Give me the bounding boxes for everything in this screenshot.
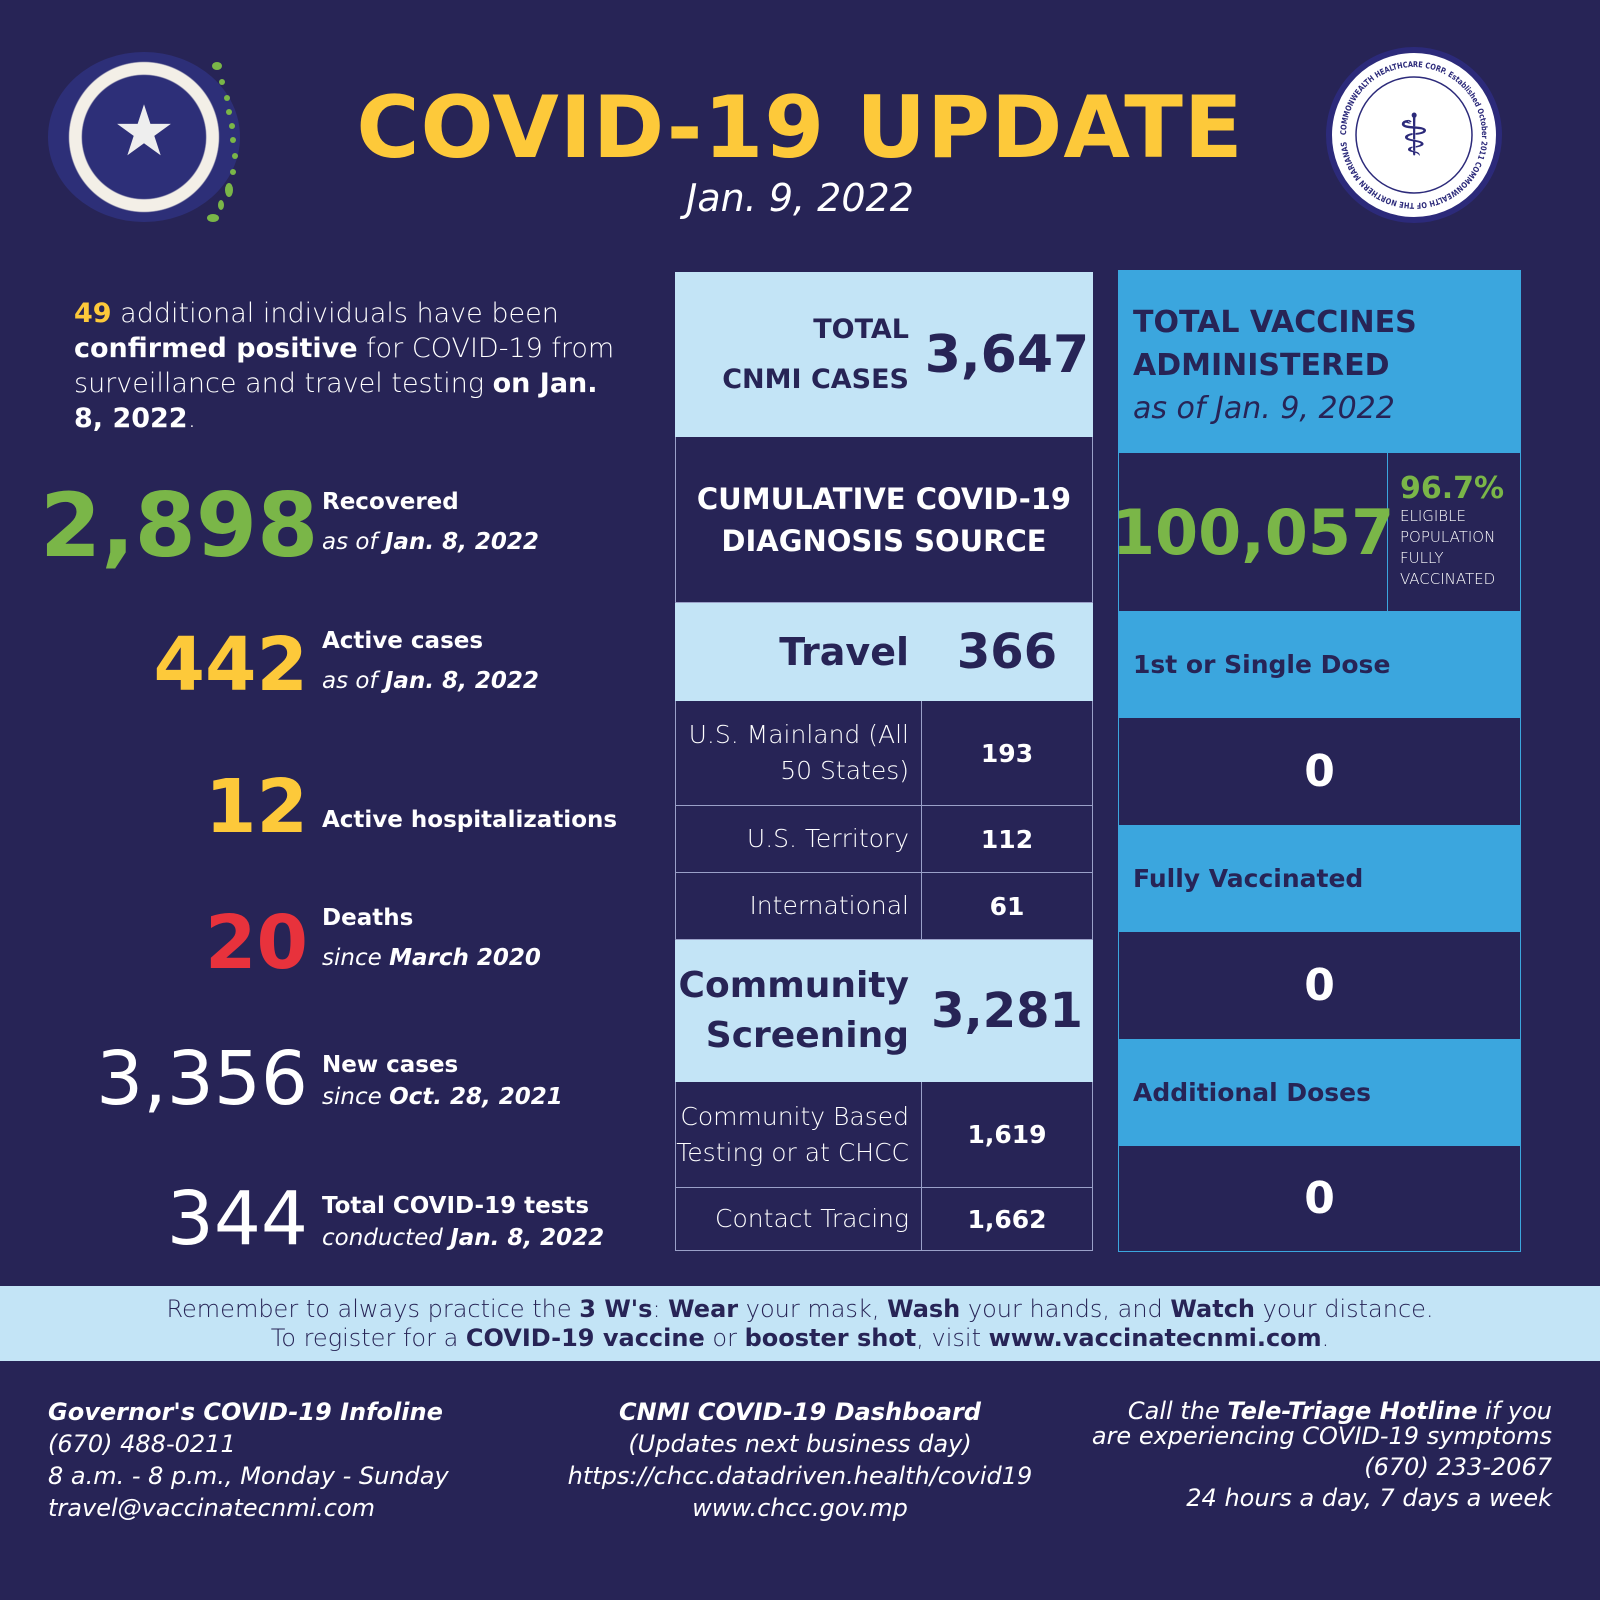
recovered-value: 2,898: [40, 474, 319, 577]
chcc-logo-ring: COMMONWEALTH HEALTHCARE CORP. Establishe…: [1339, 60, 1489, 210]
table-row: U.S. Mainland (All 50 States) 193: [675, 701, 1093, 806]
update-date: Jan. 9, 2022: [686, 176, 914, 220]
new-cases-value: 3,356: [96, 1036, 308, 1122]
dose-label: 1st or Single Dose: [1119, 611, 1520, 718]
tests-label: Total COVID-19 tests conducted Jan. 8, 20…: [322, 1193, 605, 1251]
email-link[interactable]: travel@vaccinatecnmi.com: [48, 1494, 376, 1522]
diagnosis-source-heading: CUMULATIVE COVID-19 DIAGNOSIS SOURCE: [675, 437, 1093, 603]
hospitalizations-label: Active hospitalizations: [322, 807, 618, 833]
community-row: Community Screening 3,281: [675, 940, 1093, 1082]
page-title: COVID-19 UPDATE: [356, 78, 1244, 178]
hospitalizations-value: 12: [205, 764, 308, 850]
cases-table: TOTAL CNMI CASES 3,647 CUMULATIVE COVID-1…: [675, 272, 1093, 1251]
vaccines-panel: TOTAL VACCINES ADMINISTERED as of Jan. 9…: [1112, 270, 1521, 1252]
travel-row: Travel 366: [675, 603, 1093, 701]
table-row: International 61: [675, 873, 1093, 940]
fully-vaccinated-percent: 96.7%: [1400, 471, 1505, 506]
percent-label: ELIGIBLE POPULATION FULLY VACCINATED: [1400, 507, 1496, 588]
lead-summary: 49 additional individuals have been conf…: [74, 298, 615, 434]
active-cases-label: Active cases as of Jan. 8, 2022: [322, 628, 539, 694]
dose-label: Additional Doses: [1119, 1039, 1520, 1146]
active-cases-value: 442: [153, 622, 308, 708]
vaccines-header: TOTAL VACCINES ADMINISTERED as of Jan. 9…: [1119, 271, 1520, 453]
dashboard-link[interactable]: https://chcc.datadriven.health/covid19: [567, 1462, 1033, 1490]
total-cases-value: 3,647: [924, 324, 1090, 385]
dose-label: Fully Vaccinated: [1119, 825, 1520, 932]
dashboard-info: CNMI COVID-19 Dashboard (Updates next bu…: [500, 1396, 1100, 1524]
dose-value: 0: [1304, 746, 1335, 797]
chcc-logo: COMMONWEALTH HEALTHCARE CORP. Establishe…: [1326, 47, 1502, 223]
recovered-label: Recovered as of Jan. 8, 2022: [322, 489, 539, 555]
total-cases-row: TOTAL CNMI CASES 3,647: [675, 272, 1093, 437]
dose-value: 0: [1304, 1173, 1335, 1224]
tests-value: 344: [166, 1176, 308, 1262]
deaths-label: Deaths since March 2020: [322, 905, 541, 971]
mariana-islands-map-icon: [207, 62, 238, 222]
reminder-banner: Remember to always practice the 3 W's: W…: [0, 1286, 1600, 1361]
infoline-info: Governor's COVID-19 Infoline (670) 488-0…: [48, 1398, 449, 1522]
caduceus-icon: ⚕: [1398, 101, 1430, 169]
new-cases-label: New cases since Oct. 28, 2021: [322, 1052, 563, 1110]
deaths-value: 20: [205, 900, 308, 986]
table-row: Contact Tracing 1,662: [675, 1188, 1093, 1251]
total-vaccines-value: 100,057: [1112, 453, 1394, 611]
vaccine-link[interactable]: www.vaccinatecnmi.com: [988, 1324, 1322, 1352]
chcc-link[interactable]: www.chcc.gov.mp: [692, 1494, 908, 1522]
dose-value: 0: [1304, 960, 1335, 1011]
hotline-info: Call the Tele-Triage Hotline if you are …: [1091, 1397, 1552, 1512]
cnmi-official-seal: ★: [48, 52, 240, 222]
table-row: Community Based Testing or at CHCC 1,619: [675, 1082, 1093, 1188]
table-row: U.S. Territory 112: [675, 806, 1093, 873]
